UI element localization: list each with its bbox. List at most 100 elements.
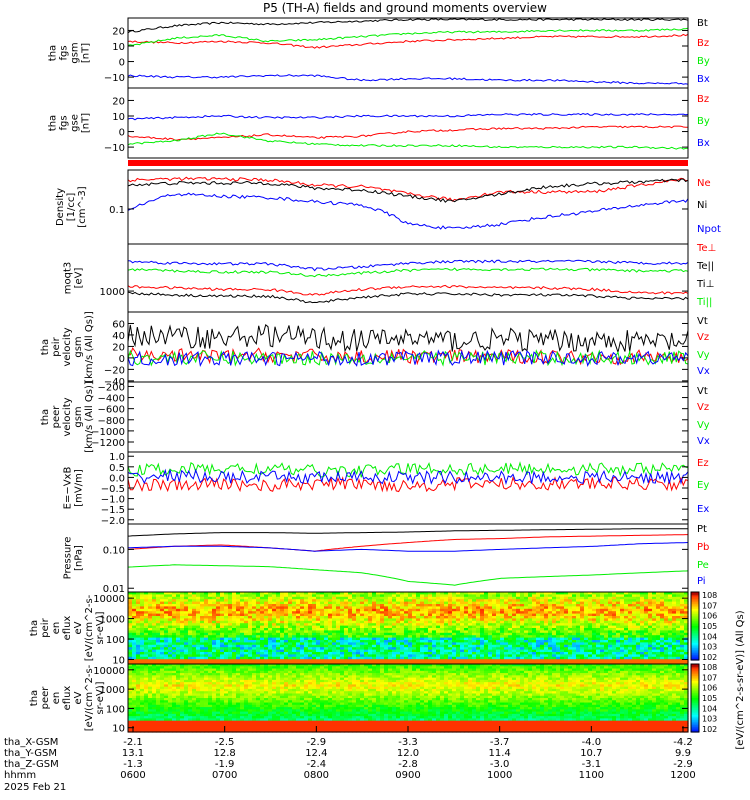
heatmap-cell (360, 637, 365, 641)
heatmap-cell (352, 596, 357, 600)
heatmap-cell (472, 618, 477, 622)
heatmap-cell (308, 635, 313, 639)
heatmap-cell (624, 652, 629, 655)
heatmap-cell (352, 613, 357, 617)
heatmap-cell (464, 630, 469, 634)
heatmap-cell (376, 625, 381, 629)
heatmap-cell (168, 698, 173, 701)
heatmap-cell (268, 642, 273, 646)
heatmap-cell (668, 630, 673, 634)
heatmap-cell (660, 637, 665, 641)
heatmap-cell (148, 592, 153, 595)
heatmap-cell (148, 625, 153, 629)
heatmap-cell (448, 635, 453, 639)
heatmap-cell (524, 637, 529, 641)
heatmap-cell (648, 606, 653, 610)
heatmap-cell (192, 693, 197, 697)
legend-entry: Vz (697, 402, 709, 413)
heatmap-cell (204, 666, 209, 670)
heatmap-cell (284, 649, 289, 653)
heatmap-cell (164, 729, 169, 733)
heatmap-cell (180, 675, 185, 679)
heatmap-cell (288, 628, 293, 631)
heatmap-cell (284, 644, 289, 648)
heatmap-cell (172, 592, 177, 595)
heatmap-cell (196, 616, 201, 619)
heatmap-cell (384, 647, 389, 651)
heatmap-cell (396, 623, 401, 627)
heatmap-cell (516, 625, 521, 629)
heatmap-cell (232, 635, 237, 639)
heatmap-cell (184, 702, 189, 706)
heatmap-cell (188, 668, 193, 672)
heatmap-cell (560, 654, 565, 658)
heatmap-cell (476, 611, 481, 615)
heatmap-cell (128, 592, 133, 595)
heatmap-cell (468, 644, 473, 648)
heatmap-cell (568, 656, 573, 660)
heatmap-cell (684, 592, 689, 595)
heatmap-cell (324, 611, 329, 615)
heatmap-cell (636, 635, 641, 639)
heatmap-cell (608, 647, 613, 651)
heatmap-cell (192, 656, 197, 660)
heatmap-cell (164, 618, 169, 622)
heatmap-cell (380, 659, 385, 663)
heatmap-cell (276, 642, 281, 646)
heatmap-cell (220, 606, 225, 610)
y-tick-label: −200 (98, 382, 125, 393)
heatmap-cell (176, 625, 181, 629)
heatmap-cell (384, 613, 389, 617)
heatmap-cell (132, 677, 137, 681)
heatmap-cell (204, 670, 209, 674)
heatmap-cell (272, 618, 277, 622)
heatmap-cell (472, 635, 477, 639)
heatmap-cell (376, 594, 381, 598)
heatmap-cell (128, 677, 133, 681)
heatmap-cell (632, 637, 637, 641)
heatmap-cell (676, 661, 681, 665)
heatmap-cell (304, 630, 309, 634)
heatmap-cell (140, 686, 145, 690)
heatmap-cell (256, 647, 261, 651)
heatmap-cell (392, 613, 397, 617)
heatmap-cell (592, 628, 597, 631)
heatmap-cell (192, 632, 197, 636)
heatmap-cell (364, 604, 369, 607)
heatmap-cell (540, 635, 545, 639)
heatmap-cell (560, 632, 565, 636)
heatmap-cell (380, 632, 385, 636)
heatmap-cell (192, 613, 197, 617)
heatmap-cell (496, 601, 501, 605)
heatmap-cell (456, 620, 461, 624)
heatmap-cell (668, 604, 673, 607)
heatmap-cell (684, 632, 689, 636)
heatmap-cell (192, 666, 197, 670)
heatmap-cell (420, 652, 425, 655)
series-line-Npot (127, 192, 689, 230)
heatmap-cell (324, 628, 329, 631)
heatmap-cell (596, 632, 601, 636)
heatmap-cell (264, 640, 269, 643)
heatmap-cell (236, 623, 241, 627)
heatmap-cell (548, 599, 553, 603)
heatmap-cell (528, 625, 533, 629)
heatmap-cell (208, 630, 213, 634)
heatmap-cell (204, 630, 209, 634)
heatmap-cell (452, 647, 457, 651)
heatmap-cell (176, 720, 181, 724)
y-axis-label: [mV/m] (74, 469, 85, 507)
heatmap-cell (276, 601, 281, 605)
heatmap-cell (408, 656, 413, 660)
heatmap-cell (164, 670, 169, 674)
heatmap-cell (380, 642, 385, 646)
heatmap-cell (280, 652, 285, 655)
heatmap-cell (224, 608, 229, 612)
heatmap-cell (596, 656, 601, 660)
heatmap-cell (624, 659, 629, 663)
heatmap-cell (160, 625, 165, 629)
heatmap-cell (588, 635, 593, 639)
heatmap-cell (444, 649, 449, 653)
heatmap-cell (152, 656, 157, 660)
heatmap-cell (676, 640, 681, 643)
